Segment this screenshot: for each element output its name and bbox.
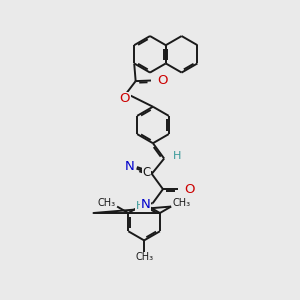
Text: CH₃: CH₃ — [135, 252, 153, 262]
Text: H: H — [172, 151, 181, 161]
Text: CH₃: CH₃ — [98, 198, 116, 208]
Text: O: O — [119, 92, 130, 105]
Text: H: H — [136, 201, 144, 211]
Text: O: O — [185, 183, 195, 196]
Text: CH₃: CH₃ — [172, 198, 191, 208]
Text: C: C — [142, 166, 151, 179]
Text: O: O — [158, 74, 168, 87]
Text: N: N — [124, 160, 134, 173]
Text: N: N — [140, 198, 150, 211]
